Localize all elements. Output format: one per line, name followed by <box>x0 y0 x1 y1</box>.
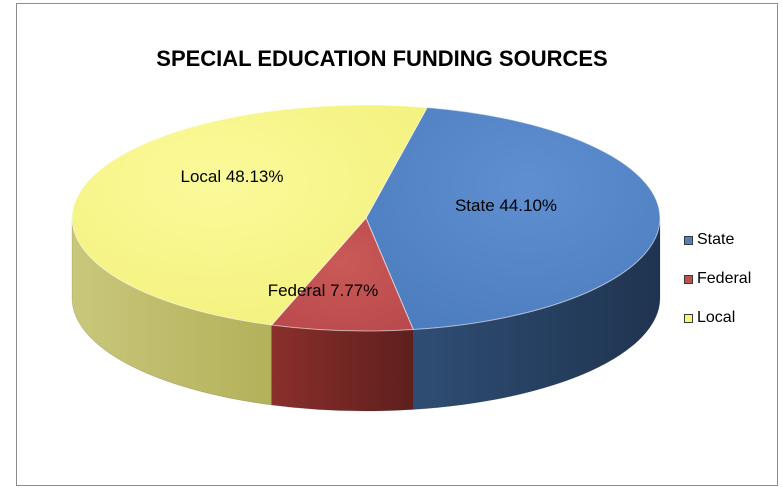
pie-slice-federal <box>270 217 414 332</box>
data-label-local: Local 48.13% <box>180 167 283 186</box>
pie-chart: State 44.10% Federal 7.77% Local 48.13% <box>71 104 661 412</box>
legend-swatch-state <box>684 235 693 245</box>
legend-label-federal: Federal <box>697 270 752 287</box>
legend-swatch-federal <box>684 274 693 284</box>
legend-label-state: State <box>697 231 735 248</box>
chart-area: SPECIAL EDUCATION FUNDING SOURCES <box>16 3 778 486</box>
legend-label-local: Local <box>697 309 736 326</box>
pie-slice-local <box>71 104 428 326</box>
legend-swatch-local <box>684 313 693 323</box>
legend-item-federal: Federal <box>684 269 751 289</box>
data-label-state: State 44.10% <box>455 196 557 215</box>
chart-title: SPECIAL EDUCATION FUNDING SOURCES <box>156 46 608 71</box>
legend-item-local: Local <box>684 308 751 328</box>
legend: State Federal Local <box>684 230 751 347</box>
legend-item-state: State <box>684 230 751 250</box>
pie-side-federal <box>271 324 414 412</box>
pie-slice-state <box>365 106 661 331</box>
data-label-federal: Federal 7.77% <box>268 281 379 300</box>
